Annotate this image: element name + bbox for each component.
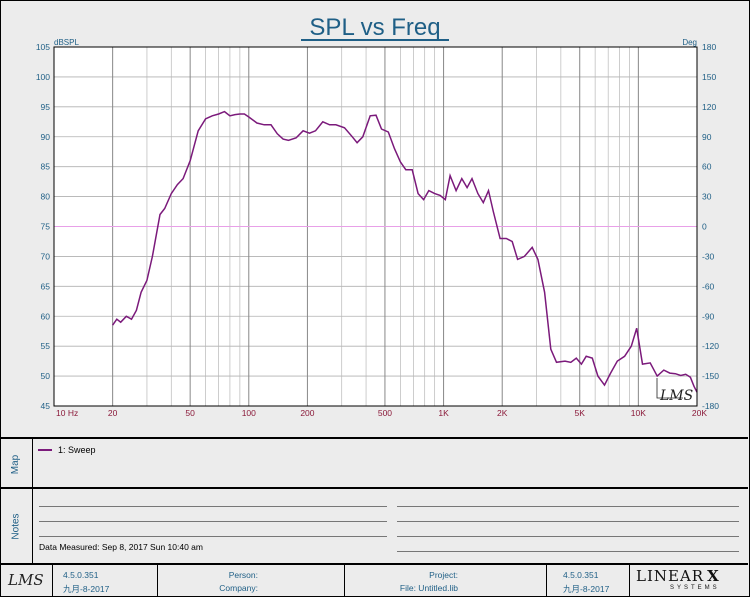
date-left: 九月-8-2017 <box>63 584 110 594</box>
y-tick-label: 75 <box>41 222 51 232</box>
y-tick-label: 45 <box>41 401 51 411</box>
note-line[interactable] <box>39 521 387 522</box>
y-tick-label: 60 <box>41 311 51 321</box>
note-line[interactable] <box>39 536 387 537</box>
note-line[interactable] <box>397 521 739 522</box>
y-tick-label: 80 <box>41 192 51 202</box>
y2-tick-label: -150 <box>702 371 719 381</box>
footer-brand-cell: LINEAR X SYSTEMS <box>630 565 748 597</box>
brand-x: X <box>707 567 720 585</box>
y2-tick-label: -60 <box>702 281 715 291</box>
spl-chart: SPL vs Freq dBSPL Deg 45 50 55 60 65 70 75 80 85… <box>36 14 719 418</box>
y2-tick-label: 90 <box>702 132 712 142</box>
x-tick-label: 200 <box>300 408 314 418</box>
version-right: 4.5.0.351 <box>563 570 599 580</box>
y-tick-label: 70 <box>41 251 51 261</box>
y-tick-label: 100 <box>36 72 50 82</box>
lms-watermark-logo: LMS <box>656 378 693 404</box>
footer-person-cell: Person: Company: <box>158 565 345 597</box>
x-tick-labels: 10 Hz 20 50 100 200 500 1K 2K 5K 10K 20K <box>56 408 707 418</box>
data-measured-text: Data Measured: Sep 8, 2017 Sun 10:40 am <box>39 542 203 552</box>
date-right: 九月-8-2017 <box>563 584 610 594</box>
y-tick-label: 55 <box>41 341 51 351</box>
map-tab-label: Map <box>10 454 22 474</box>
footer-project-cell: Project: File: Untitled.lib <box>345 565 547 597</box>
note-line[interactable] <box>397 536 739 537</box>
y2-tick-label: 30 <box>702 192 712 202</box>
y2-tick-label: 60 <box>702 162 712 172</box>
y-tick-label: 90 <box>41 132 51 142</box>
sweep-curve <box>111 110 698 393</box>
legend-swatch <box>38 449 52 451</box>
chart-title: SPL vs Freq <box>309 14 440 41</box>
version-left: 4.5.0.351 <box>63 570 99 580</box>
map-panel: Map <box>0 437 748 489</box>
file-label: File: Untitled.lib <box>399 583 458 593</box>
x-tick-label: 50 <box>185 408 195 418</box>
y-tick-label: 85 <box>41 162 51 172</box>
right-axis-unit: Deg <box>682 38 697 47</box>
notes-panel: Notes <box>0 487 748 565</box>
x-tick-label: 20 <box>108 408 118 418</box>
plot-border <box>53 46 698 407</box>
x-tick-label: 10 Hz <box>56 408 78 418</box>
y-tick-label: 95 <box>41 102 51 112</box>
note-line[interactable] <box>39 506 387 507</box>
y2-tick-label: 120 <box>702 102 716 112</box>
left-y-tick-labels: 45 50 55 60 65 70 75 80 85 90 95 100 105 <box>36 42 50 411</box>
notes-tab-label: Notes <box>10 512 22 540</box>
note-line[interactable] <box>397 551 739 552</box>
lms-logo: LMS <box>8 571 44 589</box>
x-tick-label: 20K <box>692 408 707 418</box>
footer-version-right-cell: 4.5.0.351 九月-8-2017 <box>547 565 630 597</box>
map-tab[interactable]: Map <box>0 439 33 489</box>
x-tick-label: 100 <box>242 408 256 418</box>
y2-tick-label: -90 <box>702 311 715 321</box>
y2-tick-label: 150 <box>702 72 716 82</box>
y2-tick-label: -180 <box>702 401 719 411</box>
svg-text:LMS: LMS <box>659 388 693 404</box>
x-tick-label: 1K <box>438 408 449 418</box>
brand-linear-text: LINEAR <box>636 567 705 585</box>
note-line[interactable] <box>397 506 739 507</box>
brand-systems: SYSTEMS <box>670 585 720 591</box>
legend-item-sweep[interactable]: 1: Sweep <box>58 445 96 455</box>
notes-tab[interactable]: Notes <box>0 489 33 563</box>
left-axis-unit: dBSPL <box>54 38 79 47</box>
x-tick-label: 500 <box>378 408 392 418</box>
y2-tick-label: 0 <box>702 222 707 232</box>
x-tick-label: 5K <box>575 408 586 418</box>
project-label: Project: <box>429 570 458 580</box>
footer-version-left-cell: 4.5.0.351 九月-8-2017 <box>53 565 158 597</box>
legend: 1: Sweep <box>38 445 96 455</box>
company-label: Company: <box>219 583 258 593</box>
y-tick-label: 105 <box>36 42 50 52</box>
footer-logo-cell: LMS <box>0 565 53 597</box>
y2-tick-label: -30 <box>702 251 715 261</box>
x-tick-label: 2K <box>497 408 508 418</box>
y2-tick-label: -120 <box>702 341 719 351</box>
person-label: Person: <box>228 570 258 580</box>
footer: LMS 4.5.0.351 九月-8-2017 Person: Company:… <box>0 563 748 597</box>
brand-linear: LINEAR X <box>636 567 720 585</box>
y2-tick-label: 180 <box>702 42 716 52</box>
y-tick-label: 65 <box>41 281 51 291</box>
right-y-tick-labels: -180 -150 -120 -90 -60 -30 0 30 60 90 120 150 180 <box>702 42 719 411</box>
x-tick-label: 10K <box>631 408 646 418</box>
y-tick-label: 50 <box>41 371 51 381</box>
